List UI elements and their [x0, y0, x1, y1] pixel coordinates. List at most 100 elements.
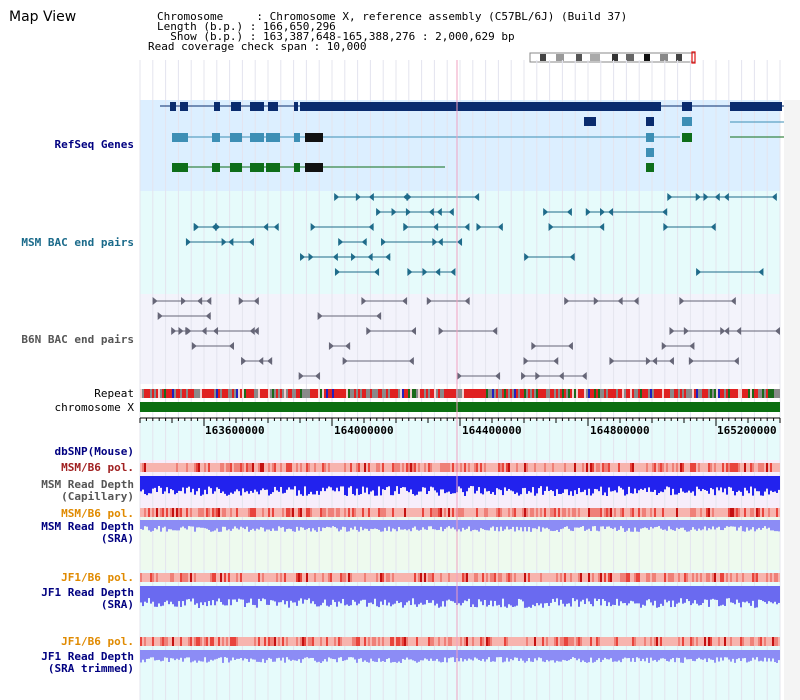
- depth-bin: [152, 586, 154, 602]
- polymorphism-bin: [278, 637, 280, 646]
- polymorphism-bin: [516, 637, 518, 646]
- repeat-segment: [702, 389, 704, 398]
- depth-bin: [368, 476, 370, 495]
- polymorphism-bin: [738, 508, 740, 517]
- depth-bin: [670, 520, 672, 530]
- depth-bin: [728, 586, 730, 599]
- polymorphism-bin: [262, 573, 264, 582]
- polymorphism-bin: [554, 637, 556, 646]
- polymorphism-bin: [162, 463, 164, 472]
- polymorphism-bin: [744, 508, 746, 517]
- depth-bin: [390, 586, 392, 607]
- polymorphism-bin: [236, 463, 238, 472]
- polymorphism-bin: [504, 573, 506, 582]
- polymorphism-bin: [530, 573, 532, 582]
- b6n-bac-label[interactable]: B6N BAC end pairs: [21, 333, 134, 346]
- b6n-bac-pairs[interactable]: [152, 297, 780, 380]
- polymorphism-bin: [738, 573, 740, 582]
- jf1-b6-pol-label-2[interactable]: JF1/B6 pol.: [61, 635, 134, 648]
- repeat-segment: [630, 389, 632, 398]
- polymorphism-bin: [380, 463, 382, 472]
- depth-bin: [666, 650, 668, 662]
- polymorphism-bin: [324, 573, 326, 582]
- polymorphism-bin: [728, 573, 730, 582]
- depth-bin: [146, 520, 148, 527]
- depth-bin: [470, 586, 472, 608]
- depth-bin: [612, 520, 614, 529]
- repeat-track[interactable]: [140, 389, 780, 398]
- depth-bin: [330, 476, 332, 488]
- depth-bin: [256, 476, 258, 492]
- repeat-segment: [672, 389, 674, 398]
- msm-read-depth-capillary-label[interactable]: MSM Read Depth: [41, 478, 134, 491]
- depth-bin: [350, 650, 352, 658]
- depth-bin: [208, 650, 210, 662]
- repeat-segment: [236, 389, 238, 398]
- scrollbar-track[interactable]: [784, 100, 800, 700]
- polymorphism-bin: [194, 637, 196, 646]
- polymorphism-bin: [502, 508, 504, 517]
- polymorphism-bin: [662, 573, 664, 582]
- polymorphism-bin: [506, 637, 508, 646]
- msm-bac-label[interactable]: MSM BAC end pairs: [21, 236, 134, 249]
- jf1-read-depth-sra-sub: (SRA): [100, 598, 134, 611]
- msm-b6-pol-label-1[interactable]: MSM/B6 pol.: [61, 461, 134, 474]
- polymorphism-bin: [682, 508, 684, 517]
- depth-bin: [336, 520, 338, 529]
- depth-bin: [374, 586, 376, 599]
- polymorphism-bin: [236, 637, 238, 646]
- polymorphism-bin: [552, 508, 554, 517]
- polymorphism-bin: [710, 508, 712, 517]
- depth-bin: [186, 520, 188, 530]
- chromosome-ideogram[interactable]: [529, 51, 696, 64]
- polymorphism-bin: [558, 463, 560, 472]
- polymorphism-tracks[interactable]: [140, 463, 780, 646]
- depth-bin: [160, 476, 162, 488]
- dbsnp-label[interactable]: dbSNP(Mouse): [54, 445, 134, 458]
- depth-bin: [430, 476, 432, 487]
- polymorphism-bin: [154, 573, 156, 582]
- polymorphism-bin: [570, 463, 572, 472]
- repeat-segment: [360, 389, 362, 398]
- depth-bin: [340, 476, 342, 487]
- msm-read-depth-sra-label[interactable]: MSM Read Depth: [41, 520, 134, 533]
- depth-bin: [606, 476, 608, 496]
- depth-bin: [560, 650, 562, 662]
- repeat-label[interactable]: Repeat: [94, 387, 134, 400]
- depth-bin: [194, 650, 196, 661]
- msm-bac-pairs[interactable]: [185, 193, 777, 276]
- polymorphism-bin: [166, 463, 168, 472]
- jf1-read-depth-sra-label[interactable]: JF1 Read Depth: [41, 586, 134, 599]
- repeat-segment: [536, 389, 538, 398]
- polymorphism-bin: [438, 463, 440, 472]
- jf1-b6-pol-label-1[interactable]: JF1/B6 pol.: [61, 571, 134, 584]
- repeat-segment: [376, 389, 378, 398]
- repeat-segment: [726, 389, 728, 398]
- polymorphism-bin: [372, 463, 374, 472]
- msm-b6-pol-label-2[interactable]: MSM/B6 pol.: [61, 507, 134, 520]
- chromosome-label[interactable]: chromosome X: [54, 401, 134, 414]
- depth-bin: [252, 650, 254, 660]
- bac-end-marker: [426, 297, 432, 305]
- polymorphism-bin: [542, 573, 544, 582]
- polymorphism-bin: [692, 637, 694, 646]
- depth-bin: [560, 586, 562, 600]
- bac-end-marker: [334, 193, 340, 201]
- repeat-segment: [526, 389, 528, 398]
- polymorphism-bin: [334, 637, 336, 646]
- refseq-genes[interactable]: [160, 102, 785, 172]
- depth-bin: [546, 520, 548, 528]
- jf1-read-depth-trimmed-label[interactable]: JF1 Read Depth: [41, 650, 134, 663]
- read-depth-tracks[interactable]: [140, 476, 780, 663]
- depth-bin: [460, 586, 462, 606]
- polymorphism-bin: [434, 573, 436, 582]
- chromosome-bar[interactable]: [140, 402, 780, 412]
- refseq-label[interactable]: RefSeq Genes: [54, 138, 134, 151]
- depth-bin: [722, 520, 724, 531]
- polymorphism-bin: [662, 508, 664, 517]
- depth-bin: [532, 476, 534, 488]
- polymorphism-bin: [688, 508, 690, 517]
- polymorphism-bin: [764, 637, 766, 646]
- polymorphism-bin: [666, 637, 668, 646]
